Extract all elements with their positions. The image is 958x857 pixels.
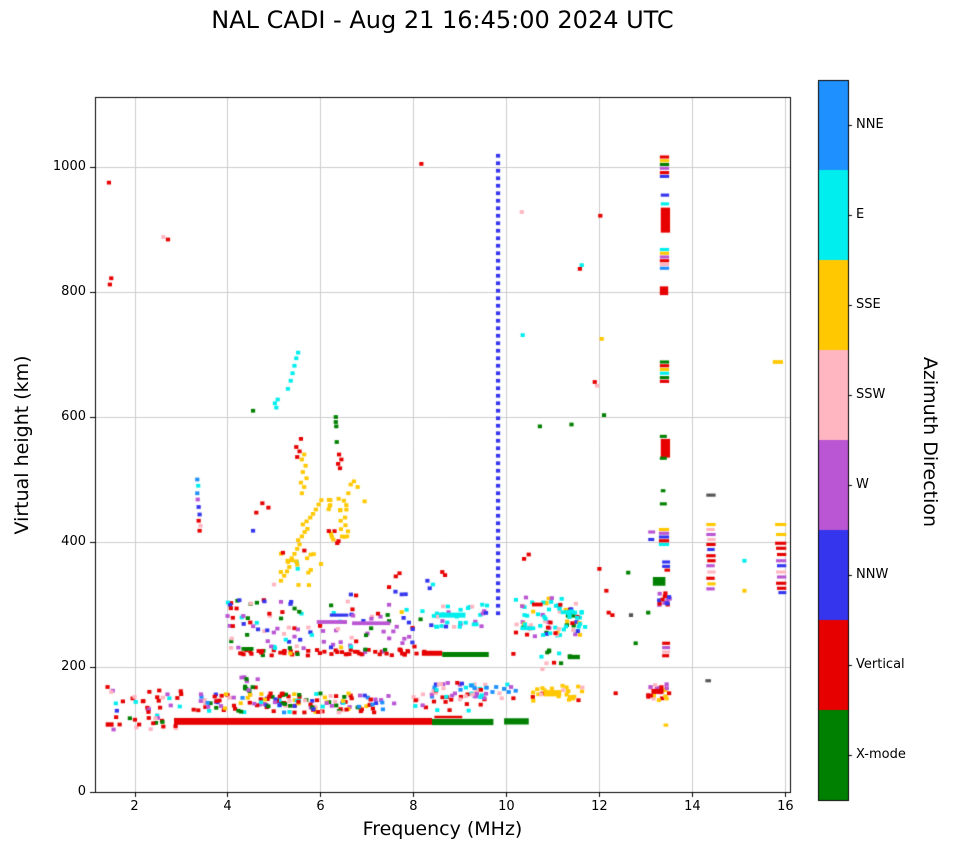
colorbar-title: Azimuth Direction — [919, 356, 941, 528]
chart-title: NAL CADI - Aug 21 16:45:00 2024 UTC — [211, 6, 674, 34]
x-axis-label: Frequency (MHz) — [362, 818, 523, 840]
y-axis-label: Virtual height (km) — [11, 355, 33, 535]
